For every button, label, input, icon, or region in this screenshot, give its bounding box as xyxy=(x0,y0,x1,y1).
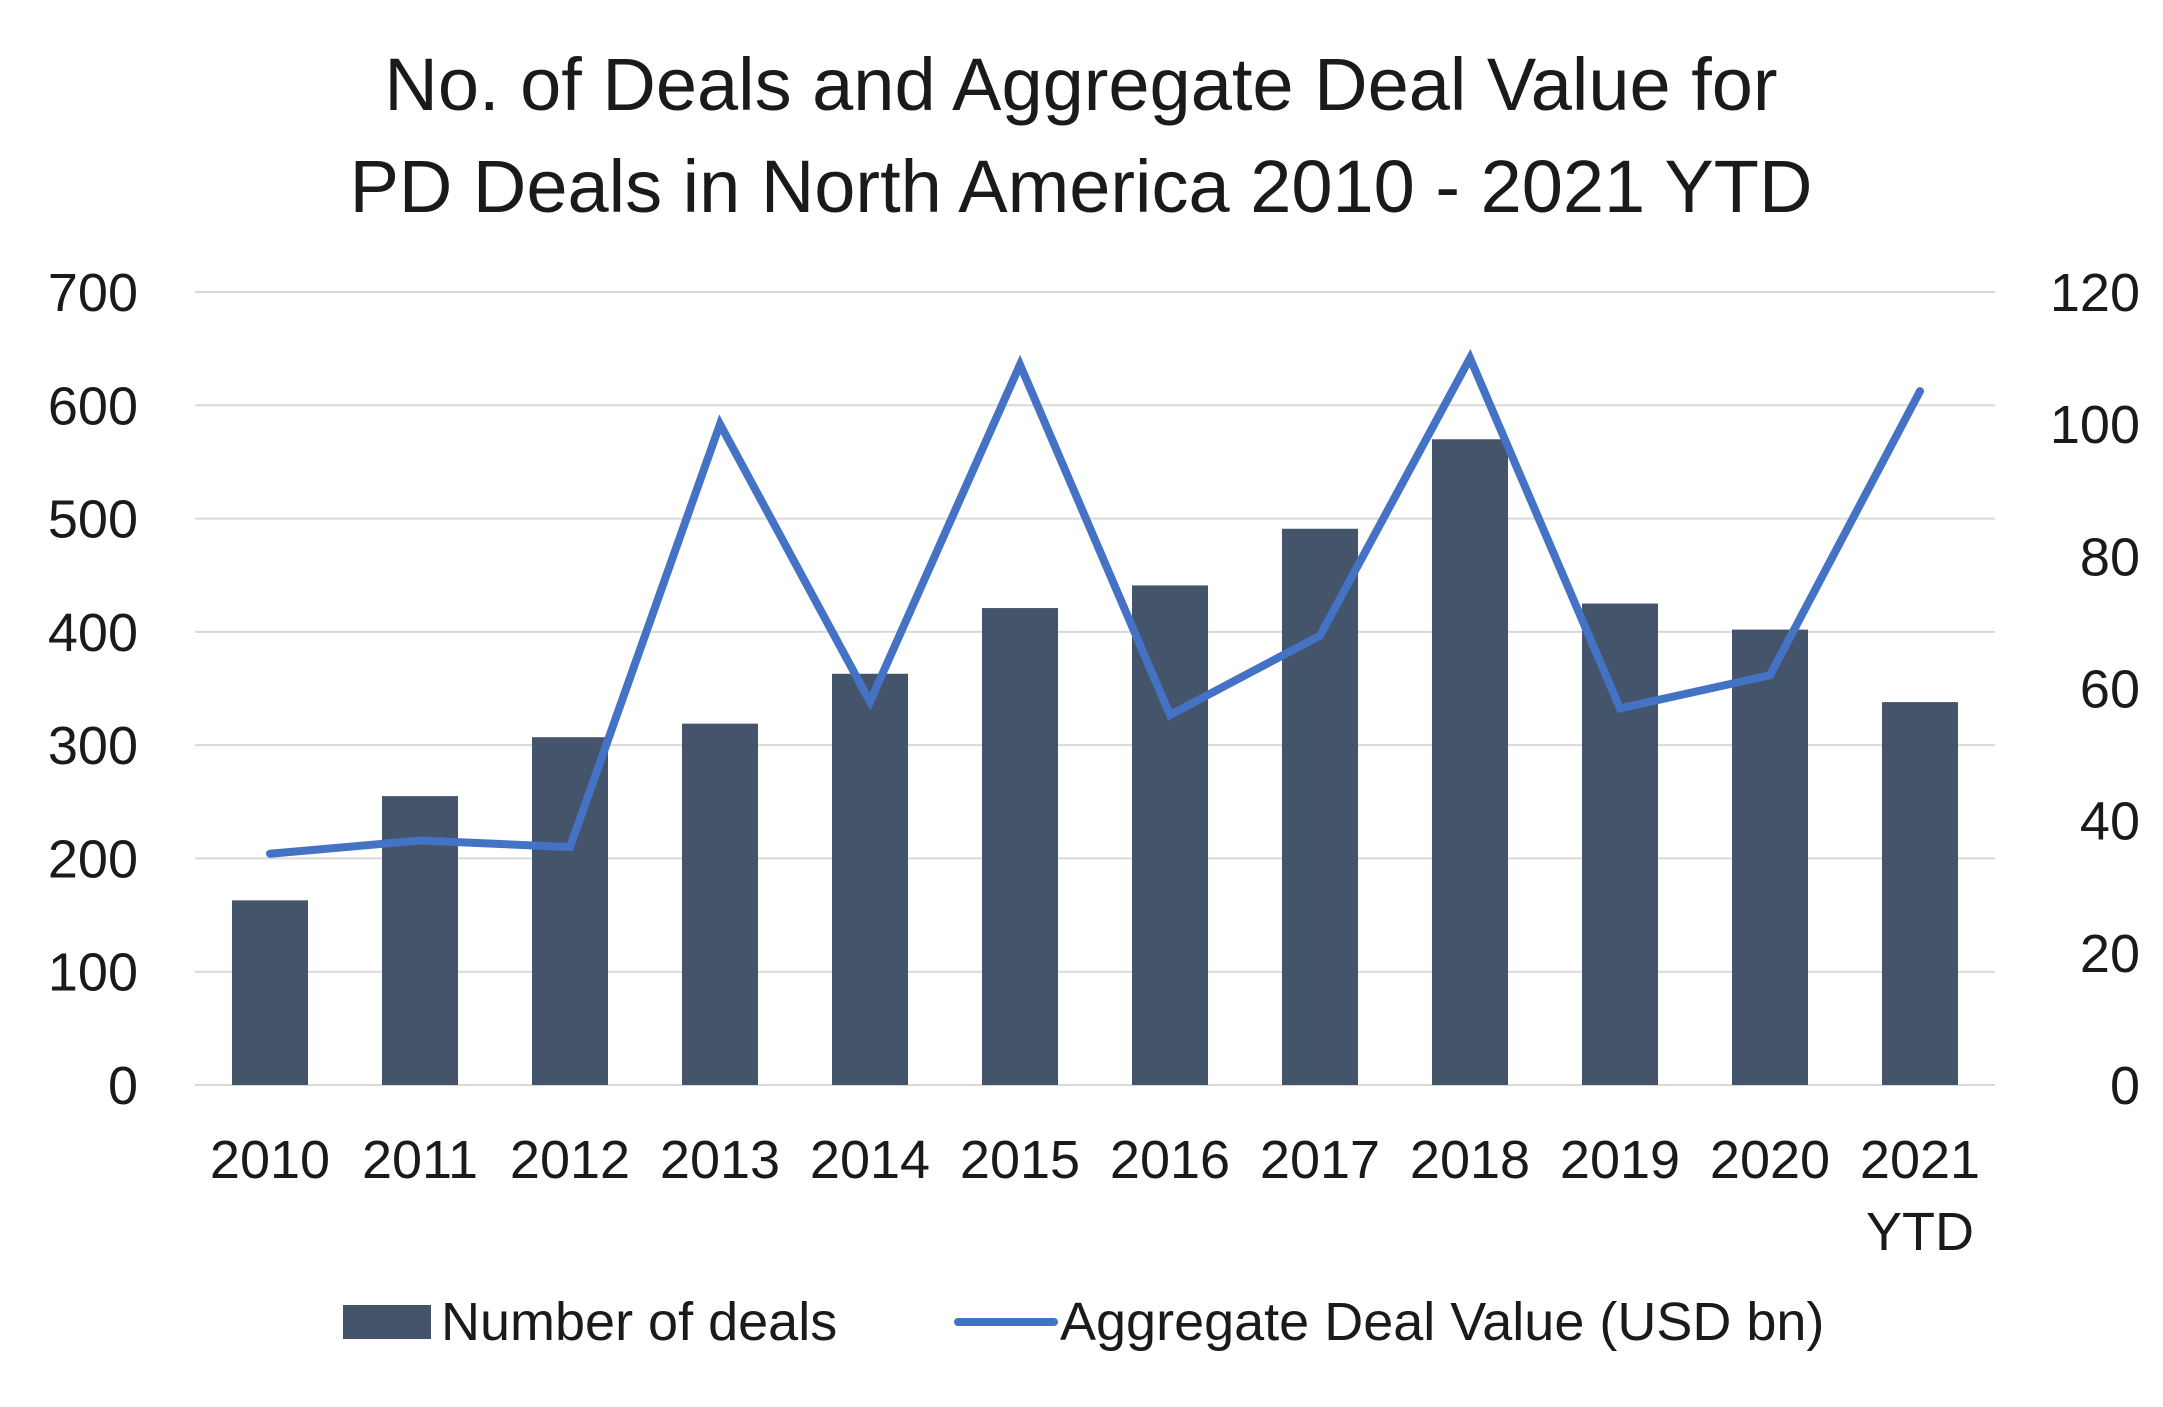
legend-label-bars: Number of deals xyxy=(441,1292,837,1352)
chart-title-line-2: PD Deals in North America 2010 - 2021 YT… xyxy=(350,145,1813,228)
right-axis-ticks: 0 20 40 60 80 100 120 xyxy=(2050,263,2140,1116)
right-tick-label: 0 xyxy=(2110,1056,2140,1116)
bar-2020 xyxy=(1732,629,1808,1085)
gridlines xyxy=(195,291,1995,1086)
left-tick-label: 100 xyxy=(48,943,138,1003)
x-tick-label: 2012 xyxy=(510,1130,630,1190)
bar-2013 xyxy=(682,723,758,1085)
x-tick-label: 2016 xyxy=(1110,1130,1230,1190)
line-point-2019 xyxy=(1619,707,1621,710)
x-tick-label: 2014 xyxy=(810,1130,930,1190)
line-point-2016 xyxy=(1169,713,1171,716)
line-point-2014 xyxy=(869,700,871,703)
bar-2018 xyxy=(1432,439,1508,1085)
left-tick-label: 500 xyxy=(48,490,138,550)
line-point-2011 xyxy=(419,839,421,842)
line-series xyxy=(266,348,1924,858)
line-point-2015 xyxy=(1019,363,1021,366)
chart-title: No. of Deals and Aggregate Deal Value fo… xyxy=(350,43,1813,228)
bar-2014 xyxy=(832,673,908,1085)
legend-label-line: Aggregate Deal Value (USD bn) xyxy=(1060,1292,1824,1352)
right-tick-label: 40 xyxy=(2080,792,2140,852)
left-tick-label: 400 xyxy=(48,603,138,663)
x-tick-label: 2019 xyxy=(1560,1130,1680,1190)
bar-2016 xyxy=(1132,585,1208,1085)
x-axis-ticks: 2010 2011 2012 2013 2014 2015 2016 2017 2018 2019… xyxy=(210,1130,1980,1262)
right-tick-label: 20 xyxy=(2080,924,2140,984)
right-tick-label: 120 xyxy=(2050,263,2140,323)
x-tick-label: 2010 xyxy=(210,1130,330,1190)
deal-value-line xyxy=(266,348,1924,858)
chart-title-line-1: No. of Deals and Aggregate Deal Value fo… xyxy=(384,43,1777,126)
line-point-2010 xyxy=(269,852,271,855)
bar-2019 xyxy=(1582,603,1658,1085)
line-point-2012 xyxy=(569,846,571,849)
line-point-2013 xyxy=(719,423,721,426)
right-tick-label: 60 xyxy=(2080,660,2140,720)
x-tick-label: 2015 xyxy=(960,1130,1080,1190)
right-tick-label: 80 xyxy=(2080,527,2140,587)
line-point-2017 xyxy=(1319,634,1321,637)
line-point-2021-ytd xyxy=(1919,390,1921,393)
legend: Number of deals Aggregate Deal Value (USD… xyxy=(343,1292,1824,1352)
x-tick-label: 2021 xyxy=(1860,1130,1980,1190)
x-tick-label: YTD xyxy=(1866,1202,1974,1262)
left-tick-label: 600 xyxy=(48,376,138,436)
legend-swatch-bar xyxy=(343,1305,431,1339)
left-tick-label: 700 xyxy=(48,263,138,323)
left-axis-ticks: 0 100 200 300 400 500 600 700 xyxy=(48,263,138,1116)
bar-2015 xyxy=(982,608,1058,1085)
right-tick-label: 100 xyxy=(2050,395,2140,455)
bar-2021-ytd xyxy=(1882,702,1958,1085)
x-tick-label: 2020 xyxy=(1710,1130,1830,1190)
left-tick-label: 0 xyxy=(108,1056,138,1116)
x-tick-label: 2013 xyxy=(660,1130,780,1190)
left-tick-label: 300 xyxy=(48,716,138,776)
line-point-2018 xyxy=(1469,357,1471,360)
line-point-2020 xyxy=(1769,674,1771,677)
x-tick-label: 2011 xyxy=(362,1130,478,1190)
bar-2012 xyxy=(532,737,608,1085)
left-tick-label: 200 xyxy=(48,829,138,889)
bar-2010 xyxy=(232,900,308,1085)
bar-2017 xyxy=(1282,528,1358,1085)
x-tick-label: 2017 xyxy=(1260,1130,1380,1190)
x-tick-label: 2018 xyxy=(1410,1130,1530,1190)
